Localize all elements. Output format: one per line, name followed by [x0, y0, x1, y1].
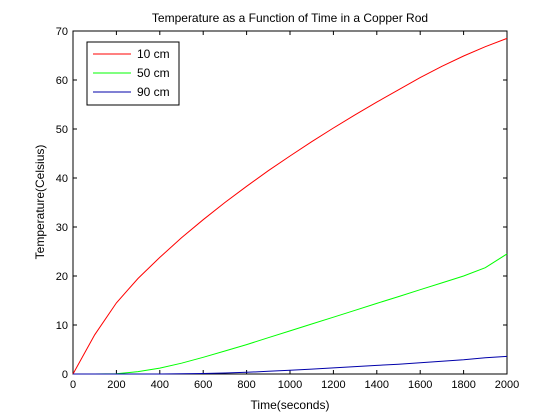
x-tick-label: 2000 [495, 379, 519, 391]
legend-label-1: 10 cm [137, 47, 170, 61]
x-tick-label: 1600 [408, 379, 432, 391]
legend-label-3: 90 cm [137, 85, 170, 99]
x-axis-label: Time(seconds) [251, 398, 330, 412]
y-tick-label: 20 [56, 271, 68, 283]
legend-label-2: 50 cm [137, 66, 170, 80]
x-tick-label: 1400 [365, 379, 389, 391]
legend: 10 cm 50 cm 90 cm [86, 41, 180, 106]
y-tick-label: 50 [56, 124, 68, 136]
y-tick-label: 40 [56, 173, 68, 185]
x-tick-label: 1800 [451, 379, 475, 391]
chart-title: Temperature as a Function of Time in a C… [152, 11, 428, 25]
series-line-1 [72, 37, 508, 375]
x-tick-label: 200 [107, 379, 125, 391]
x-tick-label: 800 [237, 379, 255, 391]
series-line-2 [73, 253, 508, 375]
x-tick-label: 1000 [278, 379, 302, 391]
x-tick-label: 1200 [321, 379, 345, 391]
series-lines [72, 37, 508, 375]
x-tick-label: 600 [194, 379, 212, 391]
y-tick-label: 30 [56, 222, 68, 234]
y-tick-label: 0 [62, 369, 68, 381]
x-tick-label: 0 [70, 379, 76, 391]
y-tick-label: 10 [56, 320, 68, 332]
axis-ticks: 0 200 400 600 800 1000 1200 1400 1600 1800 2000 0 10… [56, 26, 519, 391]
y-tick-label: 70 [56, 26, 68, 38]
series-line-3 [73, 355, 508, 375]
x-tick-label: 400 [151, 379, 169, 391]
y-tick-label: 60 [56, 75, 68, 87]
y-axis-label: Temperature(Celsius) [33, 145, 47, 260]
